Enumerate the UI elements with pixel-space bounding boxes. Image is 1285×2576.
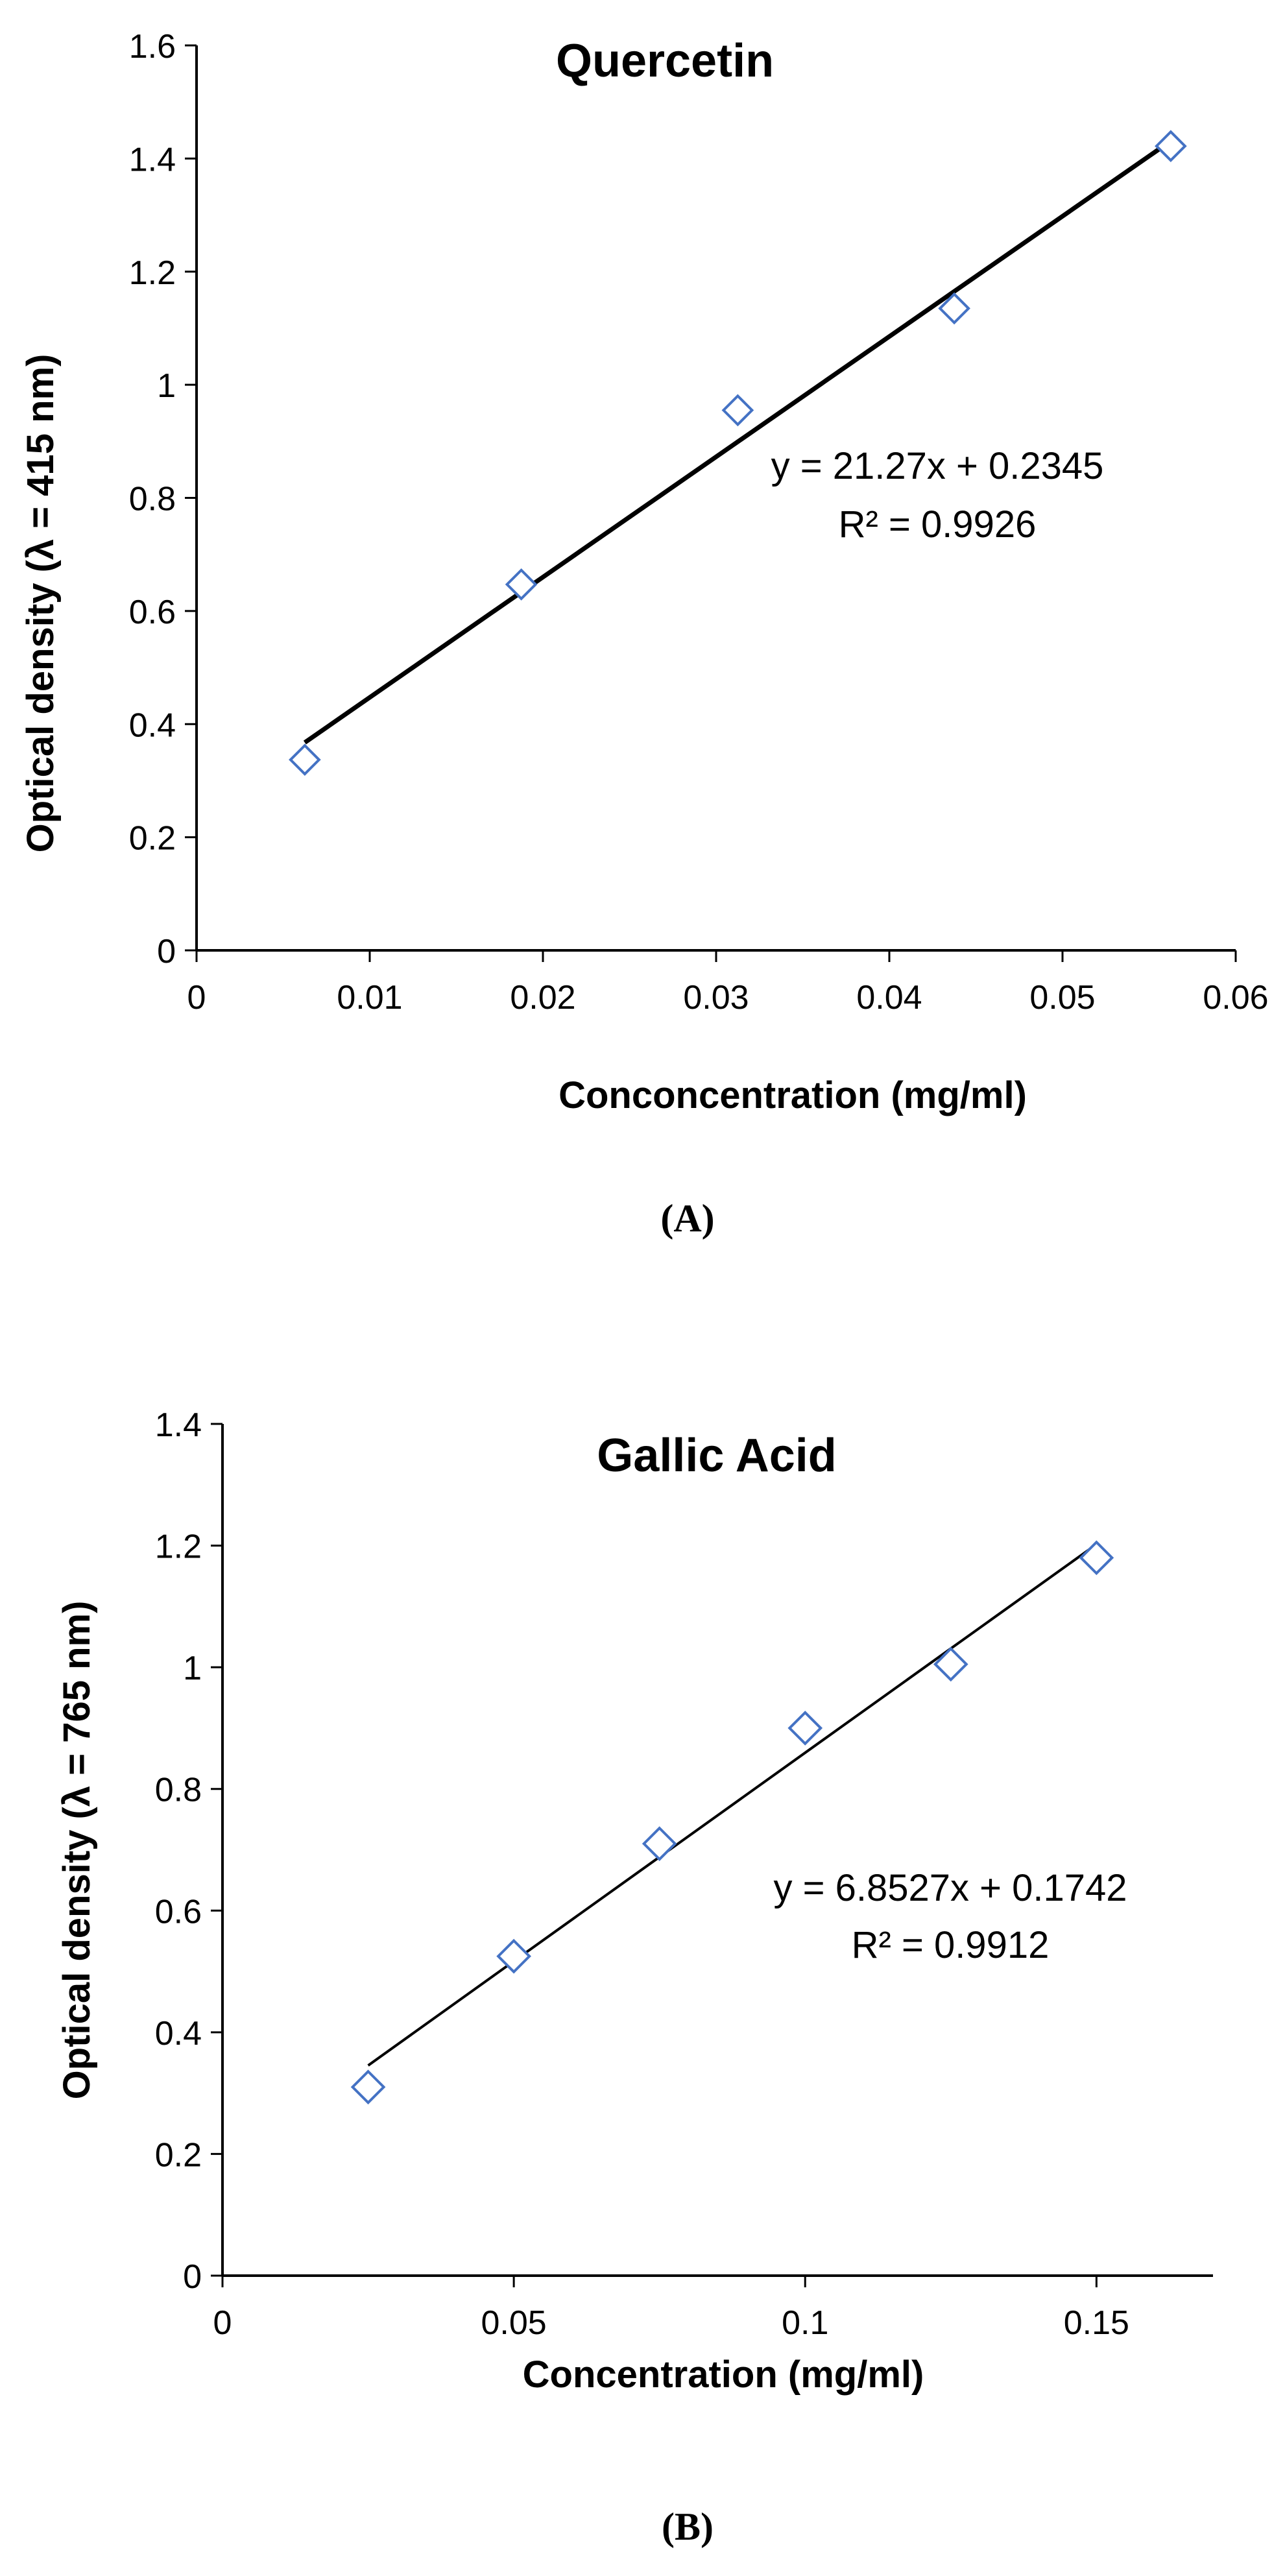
x-tick-label: 0.06 — [1203, 979, 1268, 1017]
x-axis-label: Concentration (mg/ml) — [523, 2353, 924, 2396]
chart-title: Gallic Acid — [597, 1430, 836, 1482]
trendline — [303, 139, 1172, 745]
y-tick-label: 0 — [157, 933, 176, 970]
x-tick-label: 0 — [187, 979, 206, 1017]
x-tick-label: 0.01 — [337, 979, 402, 1017]
x-tick-label: 0.03 — [683, 979, 749, 1017]
y-axis-label: Optical density (λ = 765 nm) — [56, 1601, 98, 2100]
x-tick-label: 0.05 — [481, 2304, 547, 2342]
data-point — [642, 1826, 677, 1861]
x-tick-label: 0.02 — [510, 979, 575, 1017]
trendline — [367, 1543, 1098, 2067]
data-point — [289, 743, 321, 776]
y-tick-label: 1 — [157, 367, 176, 405]
r-squared-label: R² = 0.9926 — [839, 503, 1037, 546]
figure-caption: (A) — [660, 1197, 714, 1240]
data-point — [721, 394, 754, 427]
trendline-equation: y = 6.8527x + 0.1742 — [774, 1867, 1127, 1909]
r-squared-label: R² = 0.9912 — [852, 1924, 1050, 1966]
data-point — [1155, 130, 1187, 163]
x-axis-label: Conconcentration (mg/ml) — [558, 1074, 1027, 1116]
y-tick-label: 0.2 — [155, 2136, 202, 2174]
y-tick-label: 1.4 — [155, 1406, 202, 1444]
x-tick-label: 0.15 — [1064, 2304, 1129, 2342]
data-point — [933, 1646, 968, 1682]
y-tick-label: 0 — [183, 2258, 202, 2296]
y-tick-label: 0.2 — [129, 820, 176, 858]
y-tick-label: 1.2 — [155, 1528, 202, 1566]
y-tick-label: 1 — [183, 1650, 202, 1687]
y-tick-label: 0.4 — [129, 706, 176, 744]
y-tick-label: 1.6 — [129, 28, 176, 66]
figure-caption: (B) — [662, 2505, 714, 2548]
y-axis-label: Optical density (λ = 415 nm) — [19, 354, 62, 853]
y-tick-label: 0.4 — [155, 2015, 202, 2052]
y-tick-label: 1.2 — [129, 254, 176, 292]
trendline-equation: y = 21.27x + 0.2345 — [771, 445, 1104, 487]
data-point — [787, 1711, 823, 1746]
x-tick-label: 0.04 — [856, 979, 922, 1017]
data-point — [350, 2069, 386, 2105]
y-tick-label: 1.4 — [129, 141, 176, 178]
x-tick-label: 0 — [213, 2304, 232, 2342]
data-point — [505, 568, 538, 601]
data-point — [496, 1938, 531, 1974]
data-point — [938, 292, 970, 325]
chart-gallic-acid: Gallic Acid Optical density (λ = 765 nm)… — [56, 1406, 1213, 2548]
y-tick-label: 0.8 — [129, 481, 176, 518]
chart-title: Quercetin — [556, 35, 774, 87]
x-tick-label: 0.05 — [1029, 979, 1095, 1017]
y-tick-label: 0.6 — [129, 594, 176, 631]
y-tick-label: 0.8 — [155, 1772, 202, 1809]
chart-quercetin: Quercetin Optical density (λ = 415 nm) C… — [19, 28, 1269, 1240]
data-point — [1079, 1540, 1114, 1576]
x-tick-label: 0.1 — [782, 2304, 828, 2342]
y-tick-label: 0.6 — [155, 1893, 202, 1931]
